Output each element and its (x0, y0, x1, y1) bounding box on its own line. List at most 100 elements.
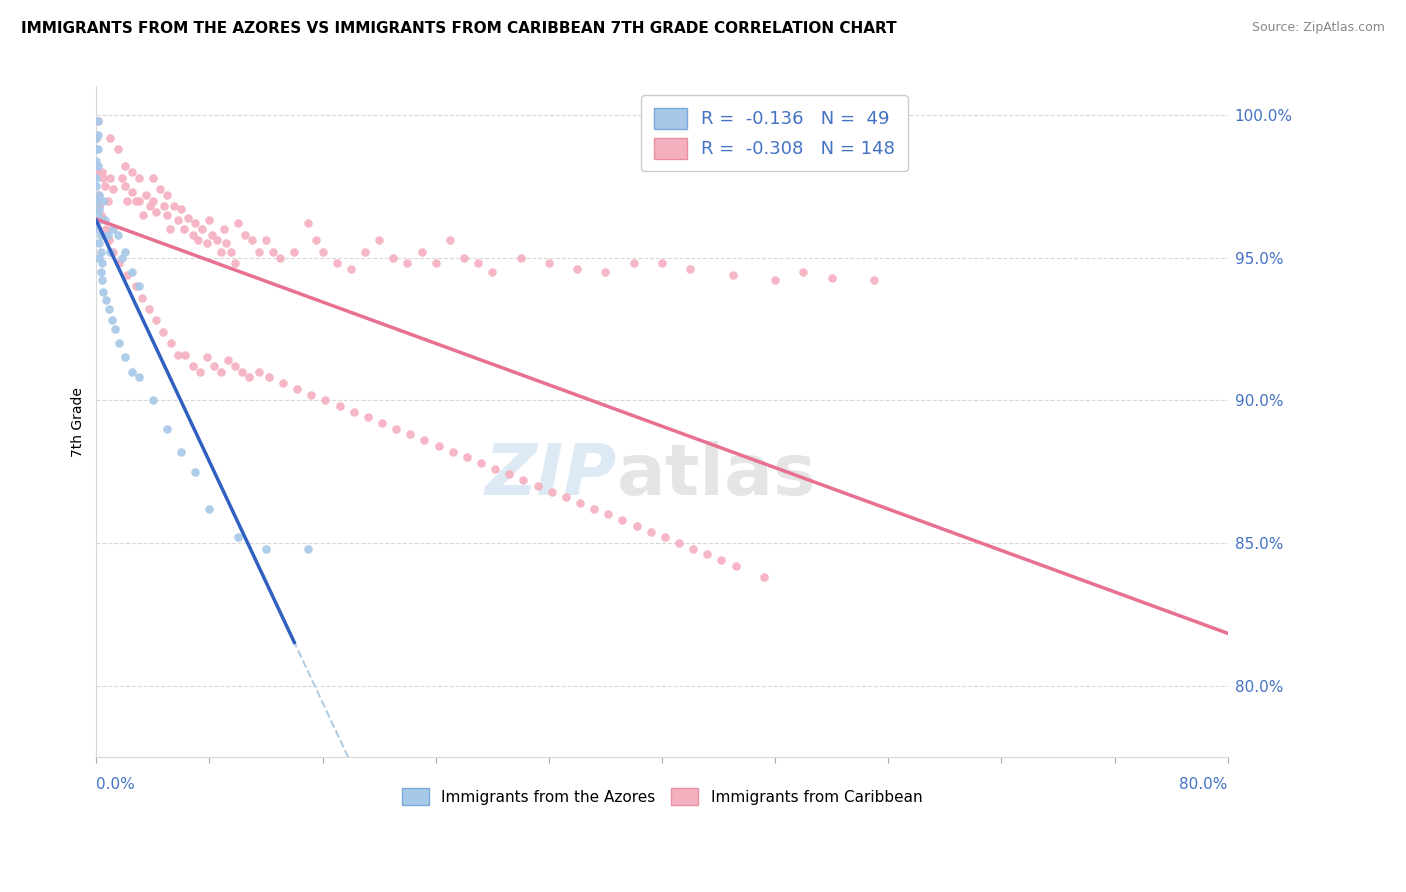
Point (254, 234, 277, 248)
Point (107, 227, 129, 242)
Point (131, 291, 153, 305)
Point (97, 194, 120, 208)
Point (152, 325, 174, 339)
Point (623, 256, 645, 270)
Point (114, 244, 136, 259)
Point (121, 185, 143, 199)
Point (198, 213, 221, 227)
Point (98, 301, 121, 316)
Point (554, 490, 576, 504)
Point (128, 194, 150, 208)
Point (340, 262, 363, 277)
Point (467, 256, 489, 270)
Point (87, 142, 110, 156)
Point (89, 187, 111, 202)
Point (91, 256, 114, 270)
Point (108, 256, 131, 270)
Point (87, 113, 110, 128)
Point (565, 262, 588, 277)
Point (311, 244, 333, 259)
Legend: Immigrants from the Azores, Immigrants from Caribbean: Immigrants from the Azores, Immigrants f… (394, 780, 929, 813)
Text: 80.0%: 80.0% (1180, 777, 1227, 792)
Point (89, 199, 111, 213)
Point (396, 256, 419, 270)
Point (399, 427, 422, 442)
Point (195, 351, 218, 365)
Point (139, 199, 162, 213)
Point (427, 439, 450, 453)
Point (86, 194, 108, 208)
Point (156, 187, 179, 202)
Point (128, 170, 150, 185)
Point (156, 422, 179, 436)
Point (87, 187, 110, 202)
Point (138, 301, 160, 316)
Point (174, 348, 197, 362)
Point (114, 351, 136, 365)
Point (181, 227, 204, 242)
Point (441, 444, 464, 458)
Point (86, 130, 108, 145)
Point (156, 208, 179, 222)
Point (121, 265, 143, 279)
Point (181, 359, 204, 373)
Point (219, 244, 242, 259)
Point (103, 222, 125, 236)
Point (89, 202, 111, 216)
Point (191, 222, 214, 236)
Point (212, 222, 235, 236)
Point (470, 456, 492, 470)
Point (159, 222, 181, 236)
Point (149, 182, 172, 196)
Point (512, 473, 534, 487)
Point (382, 251, 405, 265)
Point (86, 130, 108, 145)
Point (128, 279, 150, 293)
Point (135, 187, 157, 202)
Point (540, 484, 562, 499)
Point (368, 234, 391, 248)
Point (269, 251, 291, 265)
Point (153, 199, 176, 213)
Point (247, 365, 270, 379)
Point (170, 202, 193, 216)
Point (752, 570, 775, 584)
Point (254, 541, 277, 556)
Point (86, 142, 108, 156)
Point (91, 165, 114, 179)
Text: ZIP: ZIP (485, 441, 617, 510)
Point (132, 208, 155, 222)
Point (87, 222, 110, 236)
Text: IMMIGRANTS FROM THE AZORES VS IMMIGRANTS FROM CARIBBEAN 7TH GRADE CORRELATION CH: IMMIGRANTS FROM THE AZORES VS IMMIGRANTS… (21, 21, 897, 36)
Point (509, 251, 531, 265)
Point (94, 213, 117, 227)
Point (98, 234, 121, 248)
Point (195, 236, 218, 251)
Point (297, 216, 319, 230)
Point (145, 313, 167, 327)
Point (170, 444, 193, 458)
Point (104, 322, 127, 336)
Point (696, 547, 718, 561)
Point (187, 234, 209, 248)
Point (354, 244, 377, 259)
Point (439, 234, 461, 248)
Point (724, 558, 747, 573)
Point (103, 182, 125, 196)
Point (668, 536, 690, 550)
Point (97, 227, 120, 242)
Point (96, 293, 118, 308)
Point (481, 265, 503, 279)
Point (271, 376, 294, 391)
Point (114, 159, 136, 173)
Point (224, 359, 246, 373)
Point (710, 553, 733, 567)
Point (357, 410, 380, 425)
Point (89, 213, 111, 227)
Point (125, 194, 148, 208)
Point (90, 265, 112, 279)
Point (326, 256, 349, 270)
Point (626, 518, 648, 533)
Text: atlas: atlas (617, 441, 817, 510)
Point (651, 256, 673, 270)
